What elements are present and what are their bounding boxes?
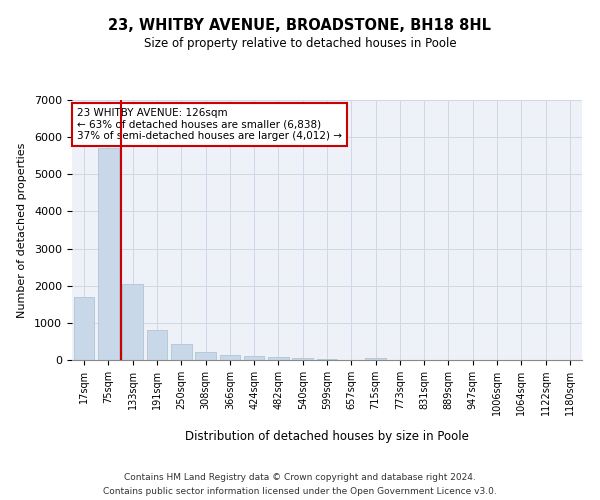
Text: 23, WHITBY AVENUE, BROADSTONE, BH18 8HL: 23, WHITBY AVENUE, BROADSTONE, BH18 8HL <box>109 18 491 32</box>
Bar <box>74 297 94 360</box>
Bar <box>365 358 386 360</box>
Text: Distribution of detached houses by size in Poole: Distribution of detached houses by size … <box>185 430 469 443</box>
Text: 23 WHITBY AVENUE: 126sqm
← 63% of detached houses are smaller (6,838)
37% of sem: 23 WHITBY AVENUE: 126sqm ← 63% of detach… <box>77 108 342 141</box>
Bar <box>122 284 143 360</box>
Bar <box>244 356 265 360</box>
Text: Contains public sector information licensed under the Open Government Licence v3: Contains public sector information licen… <box>103 488 497 496</box>
Bar <box>220 355 240 360</box>
Bar <box>146 330 167 360</box>
Y-axis label: Number of detached properties: Number of detached properties <box>17 142 27 318</box>
Bar <box>98 148 119 360</box>
Text: Contains HM Land Registry data © Crown copyright and database right 2024.: Contains HM Land Registry data © Crown c… <box>124 472 476 482</box>
Bar <box>171 344 191 360</box>
Bar <box>268 358 289 360</box>
Bar <box>195 352 216 360</box>
Bar <box>292 358 313 360</box>
Text: Size of property relative to detached houses in Poole: Size of property relative to detached ho… <box>143 38 457 51</box>
Bar <box>317 359 337 360</box>
